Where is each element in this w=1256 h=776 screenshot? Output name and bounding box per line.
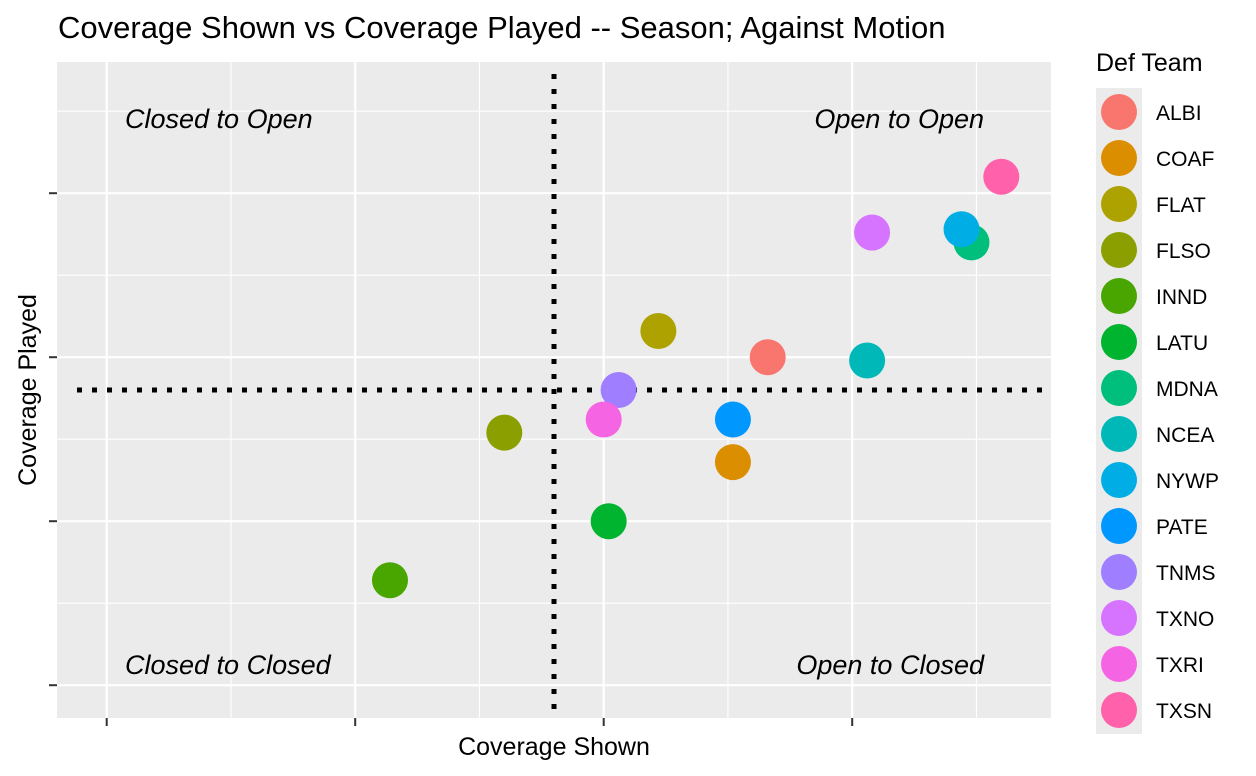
data-point-flso	[486, 415, 522, 451]
legend-label-latu: LATU	[1156, 332, 1208, 355]
legend-swatch-txno	[1101, 600, 1137, 636]
legend-swatch-txsn	[1101, 692, 1137, 728]
data-point-txri	[586, 402, 622, 438]
legend-label-mdna: MDNA	[1156, 378, 1218, 401]
legend-swatch-albi	[1101, 94, 1137, 130]
data-point-flat	[640, 313, 676, 349]
legend-label-coaf: COAF	[1156, 148, 1214, 171]
y-axis-title: Coverage Played	[14, 294, 42, 486]
legend-swatch-latu	[1101, 324, 1137, 360]
quadrant-label-bottom-left: Closed to Closed	[125, 650, 332, 680]
chart-title: Coverage Shown vs Coverage Played -- Sea…	[58, 10, 945, 45]
legend-label-nywp: NYWP	[1156, 470, 1219, 493]
quadrant-label-bottom-right: Open to Closed	[796, 650, 985, 680]
legend-title: Def Team	[1096, 49, 1203, 77]
legend-swatch-txri	[1101, 646, 1137, 682]
legend-swatch-innd	[1101, 278, 1137, 314]
data-point-txno	[854, 215, 890, 251]
legend-label-pate: PATE	[1156, 516, 1208, 539]
legend-swatch-pate	[1101, 508, 1137, 544]
data-point-pate	[715, 402, 751, 438]
data-point-latu	[591, 503, 627, 539]
data-point-albi	[750, 339, 786, 375]
legend-swatch-flat	[1101, 186, 1137, 222]
legend-swatch-coaf	[1101, 140, 1137, 176]
data-point-coaf	[715, 444, 751, 480]
legend-key-background	[1096, 88, 1142, 734]
data-point-txsn	[983, 159, 1019, 195]
quadrant-label-top-right: Open to Open	[814, 104, 984, 134]
legend-label-albi: ALBI	[1156, 102, 1202, 125]
legend-label-txri: TXRI	[1156, 654, 1204, 677]
legend-swatch-flso	[1101, 232, 1137, 268]
legend-label-txno: TXNO	[1156, 608, 1214, 631]
legend-swatch-ncea	[1101, 416, 1137, 452]
data-point-ncea	[849, 342, 885, 378]
data-point-nywp	[944, 211, 980, 247]
legend-swatch-nywp	[1101, 462, 1137, 498]
legend-label-innd: INND	[1156, 286, 1207, 309]
data-point-innd	[372, 562, 408, 598]
legend-swatch-mdna	[1101, 370, 1137, 406]
legend-swatch-tnms	[1101, 554, 1137, 590]
legend-label-flso: FLSO	[1156, 240, 1211, 263]
quadrant-label-top-left: Closed to Open	[125, 104, 313, 134]
legend-label-flat: FLAT	[1156, 194, 1206, 217]
legend-label-txsn: TXSN	[1156, 700, 1212, 723]
legend-label-ncea: NCEA	[1156, 424, 1214, 447]
legend-label-tnms: TNMS	[1156, 562, 1216, 585]
x-axis-title: Coverage Shown	[458, 733, 650, 761]
